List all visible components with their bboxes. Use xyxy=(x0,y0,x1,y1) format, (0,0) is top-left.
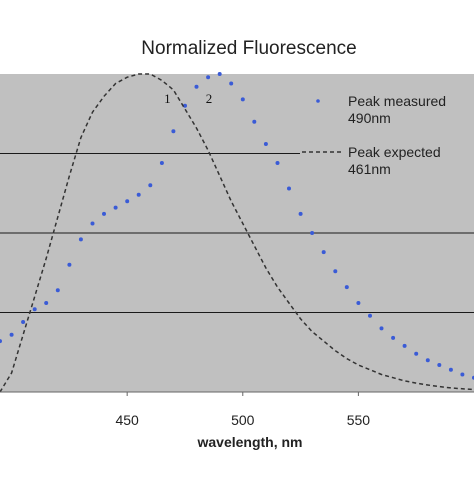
legend-background xyxy=(300,86,474,178)
legend-label-expected: Peak expected 461nm xyxy=(348,144,445,177)
measured-point-2 xyxy=(21,320,26,324)
series-layer xyxy=(0,72,474,393)
measured-point-18 xyxy=(206,75,211,80)
measured-point-25 xyxy=(287,186,291,191)
measured-point-19 xyxy=(217,72,222,76)
measured-point-6 xyxy=(67,262,72,267)
measured-point-30 xyxy=(344,285,349,290)
x-tick-label-450: 450 xyxy=(115,412,139,428)
measured-point-10 xyxy=(113,205,118,210)
measured-point-7 xyxy=(78,237,83,242)
measured-point-15 xyxy=(171,129,176,134)
measured-point-27 xyxy=(310,231,315,235)
measured-point-8 xyxy=(90,221,95,226)
measured-point-14 xyxy=(159,161,164,165)
x-tick-label-500: 500 xyxy=(231,412,255,428)
measured-point-21 xyxy=(240,97,245,102)
measured-point-12 xyxy=(136,192,141,197)
measured-point-1 xyxy=(9,332,14,337)
legend-label-expected-line2: 461nm xyxy=(348,161,391,177)
measured-point-26 xyxy=(298,211,303,216)
measured-point-20 xyxy=(229,81,234,86)
measured-point-31 xyxy=(356,301,361,305)
legend-marker-measured xyxy=(316,99,320,103)
measured-point-13 xyxy=(148,183,153,188)
measured-point-37 xyxy=(425,358,430,363)
legend-label-measured-line2: 490nm xyxy=(348,110,391,126)
legend-label-measured: Peak measured 490nm xyxy=(348,93,450,126)
measured-point-36 xyxy=(414,351,419,356)
measured-point-4 xyxy=(44,301,49,305)
measured-point-24 xyxy=(275,161,280,165)
measured-point-28 xyxy=(321,250,326,255)
series-measured-points xyxy=(0,72,474,380)
legend: Peak measured 490nm Peak expected 461nm xyxy=(300,86,474,178)
measured-point-17 xyxy=(194,84,199,89)
curve-annotation-1: 1 xyxy=(164,91,171,106)
measured-point-11 xyxy=(125,199,130,204)
measured-point-38 xyxy=(437,363,442,367)
measured-point-3 xyxy=(32,307,37,312)
series-expected-line xyxy=(0,73,474,393)
legend-label-expected-line1: Peak expected xyxy=(348,144,441,160)
measured-point-16 xyxy=(183,103,187,108)
measured-point-23 xyxy=(263,142,268,146)
measured-point-22 xyxy=(252,119,257,124)
measured-point-39 xyxy=(448,367,453,372)
curve-annotation-2: 2 xyxy=(206,91,213,106)
x-tick-label-550: 550 xyxy=(347,412,371,428)
measured-point-5 xyxy=(55,288,60,293)
measured-point-35 xyxy=(402,343,407,348)
chart-title: Normalized Fluorescence xyxy=(141,38,356,59)
measured-point-29 xyxy=(333,269,338,274)
x-axis-ticks: 450 500 550 xyxy=(115,392,370,428)
measured-point-32 xyxy=(368,313,372,318)
measured-point-9 xyxy=(102,211,106,216)
measured-point-40 xyxy=(460,372,465,377)
measured-point-0 xyxy=(0,339,2,344)
x-axis-label: wavelength, nm xyxy=(196,434,302,450)
legend-label-measured-line1: Peak measured xyxy=(348,93,446,109)
measured-point-33 xyxy=(379,326,384,331)
measured-point-34 xyxy=(391,335,396,340)
